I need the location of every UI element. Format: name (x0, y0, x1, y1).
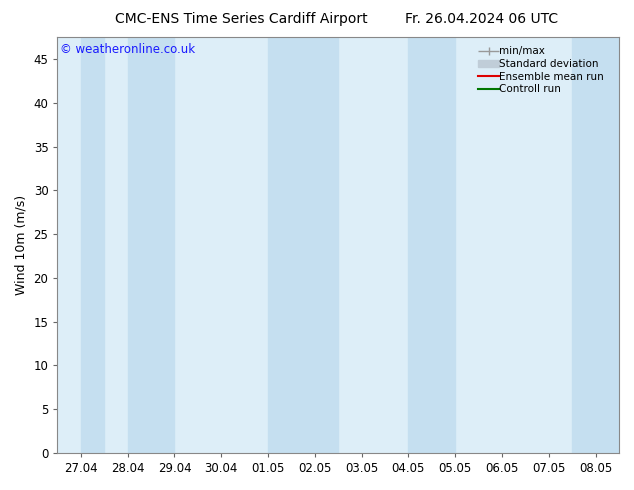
Legend: min/max, Standard deviation, Ensemble mean run, Controll run: min/max, Standard deviation, Ensemble me… (476, 44, 611, 97)
Text: CMC-ENS Time Series Cardiff Airport: CMC-ENS Time Series Cardiff Airport (115, 12, 367, 26)
Bar (127, 37, 174, 453)
Bar (573, 37, 619, 453)
Y-axis label: Wind 10m (m/s): Wind 10m (m/s) (15, 195, 28, 295)
Text: Fr. 26.04.2024 06 UTC: Fr. 26.04.2024 06 UTC (405, 12, 559, 26)
Bar (268, 37, 338, 453)
Text: © weatheronline.co.uk: © weatheronline.co.uk (60, 43, 195, 56)
Bar (81, 37, 104, 453)
Bar (408, 37, 455, 453)
